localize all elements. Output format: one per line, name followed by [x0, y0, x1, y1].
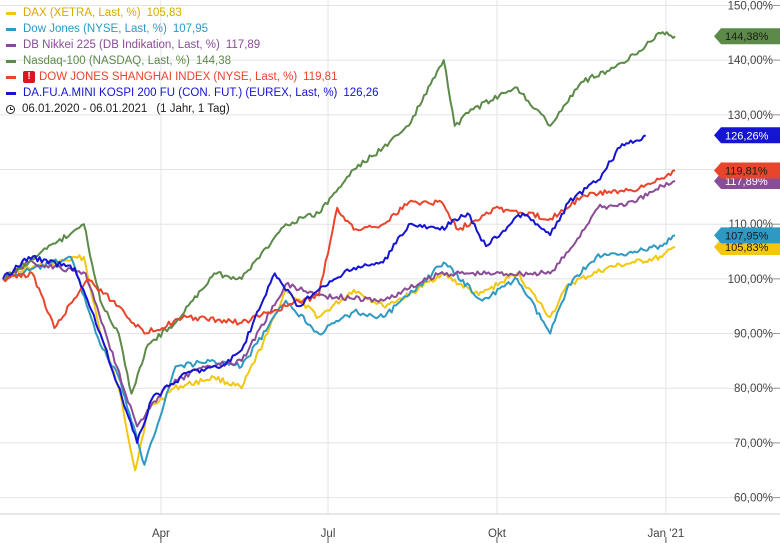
legend-label: DAX (XETRA, Last, %) — [23, 7, 141, 19]
series-lines — [2, 31, 676, 472]
legend-value: 126,26 — [343, 87, 379, 99]
value-badge: 126,26% — [714, 127, 780, 144]
value-badge-label: 119,81% — [725, 166, 768, 178]
value-badge-label: 107,95% — [725, 230, 769, 242]
x-axis: Apr Jul Okt Jan '21 — [0, 513, 780, 543]
legend-value: 105,83 — [146, 7, 182, 19]
clock-icon — [6, 104, 15, 114]
value-badge-shape — [714, 28, 780, 45]
legend-value: 119,81 — [303, 71, 338, 83]
value-badge-shape — [714, 127, 780, 144]
y-tick-label: 150,00% — [728, 0, 773, 12]
legend-item[interactable]: DA.FU.A.MINI KOSPI 200 FU (CON. FUT.) (E… — [6, 85, 379, 101]
value-badge-label: 105,83% — [725, 242, 769, 254]
value-badge: 144,38% — [714, 28, 780, 45]
period-note: (1 Jahr, 1 Tag) — [156, 103, 230, 115]
grid-lines — [0, 0, 780, 514]
y-tick-label: 140,00% — [728, 55, 773, 67]
legend-label: DOW JONES SHANGHAI INDEX (NYSE, Last, %) — [39, 71, 298, 83]
legend-swatch — [6, 91, 16, 95]
legend-swatch — [6, 11, 16, 15]
legend-swatch — [6, 43, 16, 47]
last-value-badges: 117,89% 105,83% 119,81% 126,26% 144,38% 107,9… — [714, 28, 780, 255]
x-tick-label: Apr — [152, 528, 170, 540]
value-badge-shape — [714, 227, 780, 244]
x-tick-label: Okt — [488, 528, 507, 540]
period-range: 06.01.2020 - 06.01.2021 — [22, 103, 148, 115]
series-line — [2, 134, 647, 444]
y-tick-label: 70,00% — [734, 438, 773, 450]
warning-icon: ! — [23, 71, 35, 83]
legend-label: Dow Jones (NYSE, Last, %) — [23, 23, 167, 35]
y-tick-label: 80,00% — [734, 383, 773, 395]
legend-label: Nasdaq-100 (NASDAQ, Last, %) — [23, 55, 190, 67]
value-badge: 107,95% — [714, 227, 780, 244]
legend-value: 144,38 — [195, 55, 232, 67]
legend-value: 117,89 — [225, 39, 261, 51]
series-line — [2, 169, 676, 335]
legend-item[interactable]: Dow Jones (NYSE, Last, %) 107,95 — [6, 21, 379, 37]
x-tick-label: Jan '21 — [648, 528, 685, 540]
series-line — [2, 234, 676, 466]
series-line — [2, 31, 676, 395]
y-tick-label: 90,00% — [734, 329, 773, 341]
value-badge-label: 126,26% — [725, 130, 769, 142]
legend-label: DB Nikkei 225 (DB Indikation, Last, %) — [23, 39, 220, 51]
value-badge: 119,81% — [714, 162, 780, 179]
value-badge-label: 144,38% — [725, 31, 769, 43]
legend-item[interactable]: ! DOW JONES SHANGHAI INDEX (NYSE, Last, … — [6, 69, 379, 85]
series-line — [2, 246, 676, 472]
legend-swatch — [6, 27, 16, 31]
legend-item[interactable]: Nasdaq-100 (NASDAQ, Last, %) 144,38 — [6, 53, 379, 69]
y-tick-label: 130,00% — [728, 110, 773, 122]
legend-item[interactable]: DAX (XETRA, Last, %) 105,83 — [6, 5, 379, 21]
period-info: 06.01.2020 - 06.01.2021 (1 Jahr, 1 Tag) — [6, 101, 379, 117]
y-tick-label: 100,00% — [728, 274, 773, 286]
value-badge-shape — [714, 162, 780, 179]
legend-label: DA.FU.A.MINI KOSPI 200 FU (CON. FUT.) (E… — [23, 87, 338, 99]
value-badge-label: 117,89% — [725, 176, 768, 188]
legend-value: 107,95 — [172, 23, 208, 35]
legend-item[interactable]: DB Nikkei 225 (DB Indikation, Last, %) 1… — [6, 37, 379, 53]
x-tick-label: Jul — [321, 528, 336, 540]
y-tick-label: 60,00% — [734, 493, 773, 505]
legend-swatch — [6, 59, 16, 63]
series-line — [2, 180, 676, 428]
legend-swatch — [6, 75, 16, 79]
legend: DAX (XETRA, Last, %) 105,83 Dow Jones (N… — [6, 5, 379, 117]
